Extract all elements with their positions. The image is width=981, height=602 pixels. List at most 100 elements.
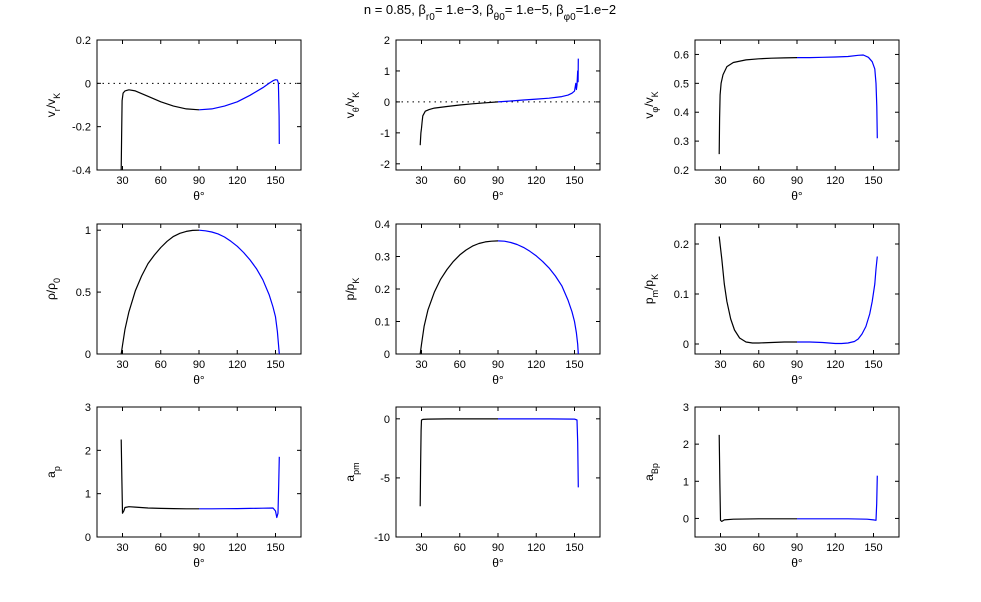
series-line-1 (718, 434, 797, 523)
x-tick-label: 60 (155, 359, 167, 371)
figure-title: n = 0.85, βr0= 1.e−3, βθ0= 1.e−5, βφ0=1.… (364, 2, 616, 23)
series-line-1 (718, 236, 797, 344)
x-tick-label: 120 (826, 359, 844, 371)
x-axis-label: θ° (193, 189, 205, 203)
y-axis-label: apm (343, 462, 361, 481)
y-axis-label: ap (44, 466, 62, 478)
x-tick-label: 30 (714, 359, 726, 371)
subplot-7: 30 60 90 120 150 0 1 2 3 θ° ap (44, 402, 302, 570)
series-line-2 (198, 229, 280, 355)
x-tick-label: 90 (492, 542, 504, 554)
subplot-4: 30 60 90 120 150 0 0.5 1 θ° ρ/ρ0 (44, 223, 302, 387)
x-tick-label: 30 (415, 542, 427, 554)
series-line-1 (120, 229, 200, 355)
x-tick-label: 120 (527, 542, 545, 554)
x-axis-label: θ° (791, 189, 803, 203)
series-line-2 (797, 475, 878, 521)
y-tick-label: 1 (683, 476, 689, 488)
x-axis-label: θ° (791, 373, 803, 387)
x-axis-label: θ° (492, 556, 504, 570)
y-tick-label: 0 (384, 349, 390, 361)
y-tick-label: 0.2 (375, 284, 390, 296)
axes-box (96, 406, 302, 538)
series-line-1 (718, 57, 798, 155)
y-tick-label: 2 (683, 439, 689, 451)
x-axis-label: θ° (193, 556, 205, 570)
x-tick-label: 60 (454, 175, 466, 187)
series-line-2 (497, 240, 579, 355)
y-axis-label: vφ/vK (642, 91, 660, 118)
x-tick-label: 90 (492, 359, 504, 371)
subplot-6: 30 60 90 120 150 0 0.1 0.2 θ° pm/pK (642, 223, 900, 387)
y-tick-label: 0 (384, 97, 390, 109)
y-tick-label: 2 (85, 445, 91, 457)
x-tick-label: 30 (415, 175, 427, 187)
y-tick-label: 0.2 (76, 35, 91, 47)
subplot-1: 30 60 90 120 150 -0.4 -0.2 0 0.2 θ° vr/vK (44, 35, 302, 203)
y-tick-label: 0 (85, 78, 91, 90)
x-tick-label: 120 (826, 175, 844, 187)
x-tick-label: 150 (864, 542, 882, 554)
series-line-1 (120, 89, 200, 171)
x-tick-label: 90 (492, 175, 504, 187)
y-tick-label: 2 (384, 35, 390, 47)
series-line-2 (198, 79, 280, 145)
x-tick-label: 90 (791, 359, 803, 371)
y-tick-label: -0.2 (72, 122, 91, 134)
subplot-5: 30 60 90 120 150 0 0.1 0.2 0.3 0.4 θ° p/pK (343, 219, 601, 387)
x-tick-label: 30 (116, 359, 128, 371)
y-tick-label: -0.4 (72, 165, 91, 177)
series-line-1 (419, 101, 499, 146)
y-tick-label: 0.5 (674, 78, 689, 90)
y-axis-label: vθ/vK (343, 92, 361, 118)
x-tick-label: 90 (791, 542, 803, 554)
x-tick-label: 90 (791, 175, 803, 187)
y-tick-label: -2 (380, 159, 390, 171)
y-tick-label: 0 (384, 414, 390, 426)
series-line-1 (419, 418, 498, 507)
axes-box (694, 406, 900, 538)
y-tick-label: 0.4 (674, 107, 689, 119)
x-tick-label: 150 (266, 175, 284, 187)
y-tick-label: 0.4 (375, 219, 390, 231)
y-axis-label: ρ/ρ0 (44, 278, 62, 300)
x-tick-label: 30 (415, 359, 427, 371)
series-line-2 (498, 418, 579, 488)
series-line-2 (797, 256, 878, 345)
x-tick-label: 30 (714, 175, 726, 187)
x-axis-label: θ° (193, 373, 205, 387)
y-tick-label: 1 (85, 489, 91, 501)
y-tick-label: 3 (683, 402, 689, 414)
x-tick-label: 60 (454, 359, 466, 371)
axes-box (96, 39, 302, 171)
y-tick-label: 3 (85, 402, 91, 414)
series-line-2 (497, 58, 579, 103)
series-line-1 (120, 439, 199, 514)
series-line-2 (797, 54, 878, 139)
y-tick-label: 0.1 (375, 317, 390, 329)
subplot-2: 30 60 90 120 150 -2 -1 0 1 2 θ° vθ/vK (343, 35, 601, 203)
x-tick-label: 60 (454, 542, 466, 554)
x-tick-label: 30 (714, 542, 726, 554)
y-tick-label: -10 (374, 532, 390, 544)
x-tick-label: 120 (228, 542, 246, 554)
y-axis-label: vr/vK (44, 93, 62, 117)
x-tick-label: 120 (228, 359, 246, 371)
y-tick-label: -1 (380, 128, 390, 140)
x-tick-label: 120 (826, 542, 844, 554)
y-tick-label: 0 (85, 532, 91, 544)
y-axis-label: p/pK (343, 278, 361, 301)
y-tick-label: 1 (384, 66, 390, 78)
x-tick-label: 150 (565, 175, 583, 187)
y-tick-label: 0 (683, 339, 689, 351)
series-line-1 (419, 240, 499, 355)
subplot-9: 30 60 90 120 150 0 1 2 3 θ° aBp (642, 402, 900, 570)
x-tick-label: 120 (228, 175, 246, 187)
x-axis-label: θ° (492, 373, 504, 387)
y-tick-label: 0 (85, 349, 91, 361)
series-line-2 (199, 456, 280, 519)
y-tick-label: 0.1 (674, 289, 689, 301)
y-tick-label: 0.3 (375, 252, 390, 264)
y-tick-label: 1 (85, 225, 91, 237)
